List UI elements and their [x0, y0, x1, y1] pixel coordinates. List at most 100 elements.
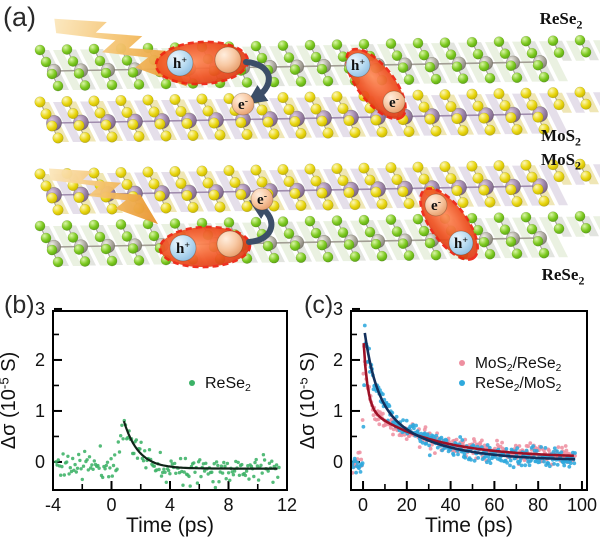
chalcogen-atom [412, 213, 424, 225]
chalcogen-atom [73, 244, 85, 255]
chalcogen-atom [127, 243, 139, 254]
chalcogen-atom [208, 117, 220, 129]
chalcogen-atom [46, 192, 58, 204]
legend-label: ReSe2 [205, 375, 251, 394]
chalcogen-atom [310, 103, 322, 115]
hole-label: h+ [351, 57, 365, 74]
chalcogen-atom [478, 236, 490, 248]
chalcogen-atom [484, 72, 496, 84]
chalcogen-atom [574, 210, 586, 222]
chalcogen-atom [106, 203, 118, 215]
chalcogen-atom [106, 255, 118, 267]
x-tick-label: 0 [358, 495, 368, 515]
chalcogen-atom [169, 94, 181, 106]
y-tick-label: 1 [35, 401, 45, 421]
chalcogen-atom [466, 160, 478, 172]
y-tick-label: 3 [35, 299, 45, 319]
electron [424, 193, 448, 217]
y-axis-title: Δσ (10-5 S) [300, 352, 319, 449]
chalcogen-atom [445, 49, 457, 61]
chalcogen-atom [121, 55, 133, 66]
chalcogen-atom [403, 198, 415, 210]
chalcogen-atom [304, 215, 316, 227]
chalcogen-atom [40, 56, 52, 68]
chalcogen-atom [283, 52, 295, 63]
chalcogen-atom [430, 73, 442, 85]
electron [250, 187, 274, 211]
chalcogen-atom [499, 100, 511, 112]
chalcogen-atom [235, 117, 247, 129]
panel-c-label: (c) [304, 291, 334, 319]
chalcogen-atom [61, 95, 73, 108]
chalcogen-atom [457, 73, 469, 85]
electron [231, 92, 255, 116]
chalcogen-atom [538, 71, 550, 83]
chalcogen-atom [580, 46, 592, 58]
chalcogen-atom [256, 176, 268, 188]
chalcogen-atom [412, 89, 424, 101]
chalcogen-atom [106, 131, 118, 143]
chalcogen-atom [310, 175, 322, 187]
chalcogen-atom [40, 232, 52, 244]
chalcogen-atom [526, 47, 538, 59]
chalcogen-atom [499, 48, 511, 60]
chalcogen-atom [457, 125, 469, 137]
chalcogen-atom [169, 166, 181, 178]
y-tick-label: 2 [333, 350, 343, 370]
y-tick-label: 3 [333, 299, 343, 319]
chalcogen-atom [403, 74, 415, 85]
chalcogen-atom [310, 227, 322, 239]
plot-frame [350, 310, 588, 491]
chalcogen-atom [484, 248, 496, 260]
fit-line-1 [363, 332, 575, 461]
chalcogen-atom [34, 220, 46, 232]
chalcogen-atom [511, 196, 523, 208]
chalcogen-atom [304, 39, 316, 51]
chalcogen-atom [181, 118, 193, 130]
chalcogen-atom [511, 124, 523, 136]
chalcogen-atom [445, 101, 457, 113]
chalcogen-atom [34, 168, 46, 180]
chalcogen-atom [40, 108, 52, 120]
chalcogen-atom [349, 199, 361, 211]
chalcogen-atom [538, 195, 550, 207]
chalcogen-atom [430, 125, 442, 137]
chalcogen-atom [235, 189, 247, 201]
chalcogen-atom [46, 68, 58, 80]
chalcogen-atom [304, 91, 316, 103]
chalcogen-atom [46, 244, 58, 256]
chalcogen-atom [439, 37, 451, 49]
chalcogen-atom [187, 202, 199, 214]
x-axis-title: Time (ps) [126, 514, 214, 537]
chalcogen-atom [538, 123, 550, 135]
chalcogen-atom [478, 184, 490, 196]
x-axis-title: Time (ps) [425, 514, 513, 537]
axes: 0 20 40 60 80 100 0 1 2 3 [333, 299, 597, 515]
chalcogen-atom [241, 129, 253, 141]
chalcogen-atom [493, 212, 505, 224]
y-tick-label: 0 [35, 452, 45, 472]
chalcogen-atom [100, 243, 112, 255]
chalcogen-atom [370, 186, 382, 198]
chalcogen-atom [472, 100, 484, 112]
chalcogen-atom [553, 99, 565, 111]
chalcogen-atom [160, 78, 172, 90]
chalcogen-atom [268, 252, 280, 264]
chalcogen-atom [133, 79, 145, 90]
chalcogen-atom [127, 118, 139, 131]
chalcogen-atom [196, 165, 208, 177]
lightning-bolt-icon [48, 168, 159, 225]
chalcogen-atom [316, 63, 328, 75]
hole-label: h+ [454, 235, 468, 252]
chalcogen-atom [553, 171, 565, 183]
chalcogen-atom [250, 164, 262, 176]
chalcogen-atom [304, 163, 316, 175]
chalcogen-atom [343, 115, 355, 127]
chalcogen-atom [364, 174, 376, 186]
chalcogen-atom [295, 200, 307, 212]
chalcogen-atom [424, 61, 436, 73]
chalcogen-atom [466, 36, 478, 48]
chalcogen-atom [34, 96, 46, 108]
chalcogen-atom [532, 235, 544, 247]
